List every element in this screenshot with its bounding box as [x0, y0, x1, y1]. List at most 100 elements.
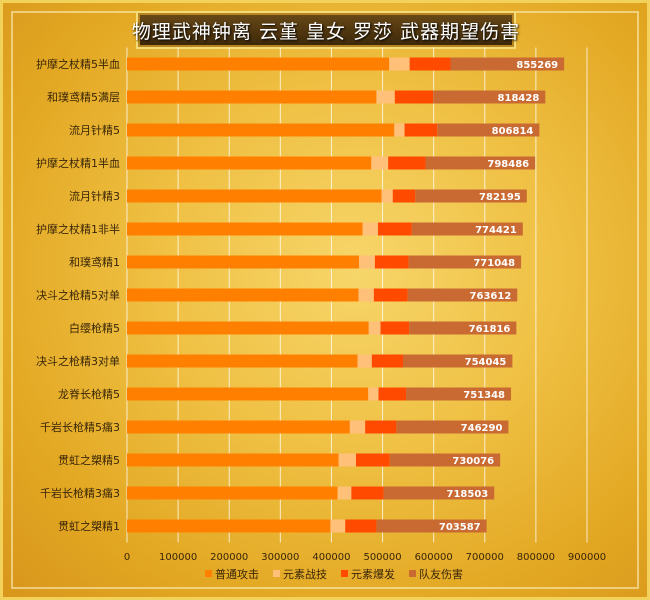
bar-segment — [394, 123, 405, 137]
category-label: 和璞鸢精5满层 — [47, 90, 120, 104]
bar-segment — [374, 255, 409, 269]
total-value-label: 763612 — [470, 291, 512, 302]
x-tick-label: 700000 — [466, 552, 504, 563]
bar-segment — [380, 321, 410, 335]
category-label: 流月针精5 — [69, 123, 120, 137]
bar-segment — [392, 189, 416, 203]
bar-segment — [359, 255, 375, 269]
total-value-label: 782195 — [479, 192, 521, 203]
bar-segment — [450, 57, 565, 71]
legend-label: 普通攻击 — [215, 567, 259, 581]
bar-segment — [383, 486, 495, 500]
bar-segment — [349, 420, 366, 434]
bar-segment — [355, 453, 390, 467]
bar-segment — [409, 57, 451, 71]
bar-segment — [127, 420, 350, 434]
total-value-label: 746290 — [461, 423, 503, 434]
bar-segment — [408, 255, 522, 269]
bar-segment — [389, 453, 501, 467]
bar-segment — [351, 486, 384, 500]
bar-segment — [377, 222, 412, 236]
bar-segment — [127, 222, 363, 236]
legend-label: 元素爆发 — [351, 567, 395, 581]
bar-segment — [371, 156, 389, 170]
bar-segment — [330, 519, 346, 533]
legend-swatch — [409, 570, 416, 577]
bar-segment — [406, 387, 512, 401]
category-label: 贯虹之槊精1 — [58, 519, 120, 533]
bar-segment — [368, 387, 379, 401]
total-value-label: 798486 — [487, 159, 529, 170]
category-label: 护摩之杖精1半血 — [36, 156, 120, 170]
category-label: 决斗之枪精3对单 — [36, 354, 120, 368]
bar-segment — [127, 123, 395, 137]
legend-swatch — [341, 570, 348, 577]
bar-segment — [381, 189, 393, 203]
x-tick-label: 200000 — [210, 552, 248, 563]
bar-segment — [409, 321, 517, 335]
category-label: 千岩长枪精3痛3 — [40, 486, 120, 500]
x-tick-label: 600000 — [415, 552, 453, 563]
total-value-label: 751348 — [463, 390, 505, 401]
legend-swatch — [273, 570, 280, 577]
bar-segment — [376, 90, 395, 104]
bar-segment — [415, 189, 527, 203]
bar-segment — [396, 420, 509, 434]
legend-label: 队友伤害 — [419, 567, 463, 581]
bar-segment — [127, 255, 360, 269]
bar-segment — [345, 519, 377, 533]
bar-segment — [404, 123, 438, 137]
bar-segment — [371, 354, 403, 368]
category-label: 千岩长枪精5痛3 — [40, 420, 120, 434]
total-value-label: 718503 — [446, 489, 488, 500]
total-value-label: 774421 — [475, 225, 517, 236]
bar-segment — [337, 486, 352, 500]
bar-segment — [127, 156, 372, 170]
bar-segment — [362, 222, 378, 236]
bar-segment — [127, 519, 331, 533]
bar-segment — [127, 387, 369, 401]
bar-segment — [437, 123, 540, 137]
bar-segment — [127, 453, 339, 467]
x-tick-label: 300000 — [261, 552, 299, 563]
bar-segment — [388, 156, 426, 170]
bar-segment — [376, 519, 487, 533]
total-value-label: 730076 — [452, 456, 494, 467]
category-label: 和璞鸢精1 — [69, 255, 120, 269]
bar-segment — [394, 90, 434, 104]
category-label: 流月针精3 — [69, 189, 120, 203]
category-label: 龙脊长枪精5 — [58, 387, 120, 401]
bar-segment — [338, 453, 356, 467]
total-value-label: 806814 — [492, 126, 534, 137]
x-tick-label: 400000 — [312, 552, 350, 563]
category-label: 贯虹之槊精5 — [58, 453, 120, 467]
category-label: 决斗之枪精5对单 — [36, 288, 120, 302]
chart-title-box: 物理武神钟离 云堇 皇女 罗莎 武器期望伤害 — [132, 11, 519, 49]
x-tick-label: 0 — [124, 552, 130, 563]
bar-segment — [127, 90, 377, 104]
bar-segment — [127, 486, 338, 500]
legend-swatch — [205, 570, 212, 577]
bar-segment — [389, 57, 410, 71]
x-tick-label: 500000 — [363, 552, 401, 563]
total-value-label: 754045 — [465, 357, 507, 368]
total-value-label: 703587 — [439, 522, 481, 533]
bar-segment — [127, 57, 390, 71]
bar-segment — [403, 354, 513, 368]
total-value-label: 818428 — [498, 93, 540, 104]
bar-segment — [127, 354, 358, 368]
bar-segment — [411, 222, 523, 236]
category-label: 护摩之杖精1非半 — [36, 222, 120, 236]
legend-label: 元素战技 — [283, 568, 327, 581]
bar-segment — [357, 354, 372, 368]
total-value-label: 761816 — [469, 324, 511, 335]
bar-segment — [368, 321, 381, 335]
bar-segment — [127, 321, 369, 335]
bar-segment — [365, 420, 397, 434]
category-label: 白缨枪精5 — [69, 321, 120, 335]
x-tick-label: 100000 — [159, 552, 197, 563]
bar-segment — [358, 288, 374, 302]
x-tick-label: 900000 — [568, 552, 606, 563]
total-value-label: 855269 — [516, 60, 558, 71]
